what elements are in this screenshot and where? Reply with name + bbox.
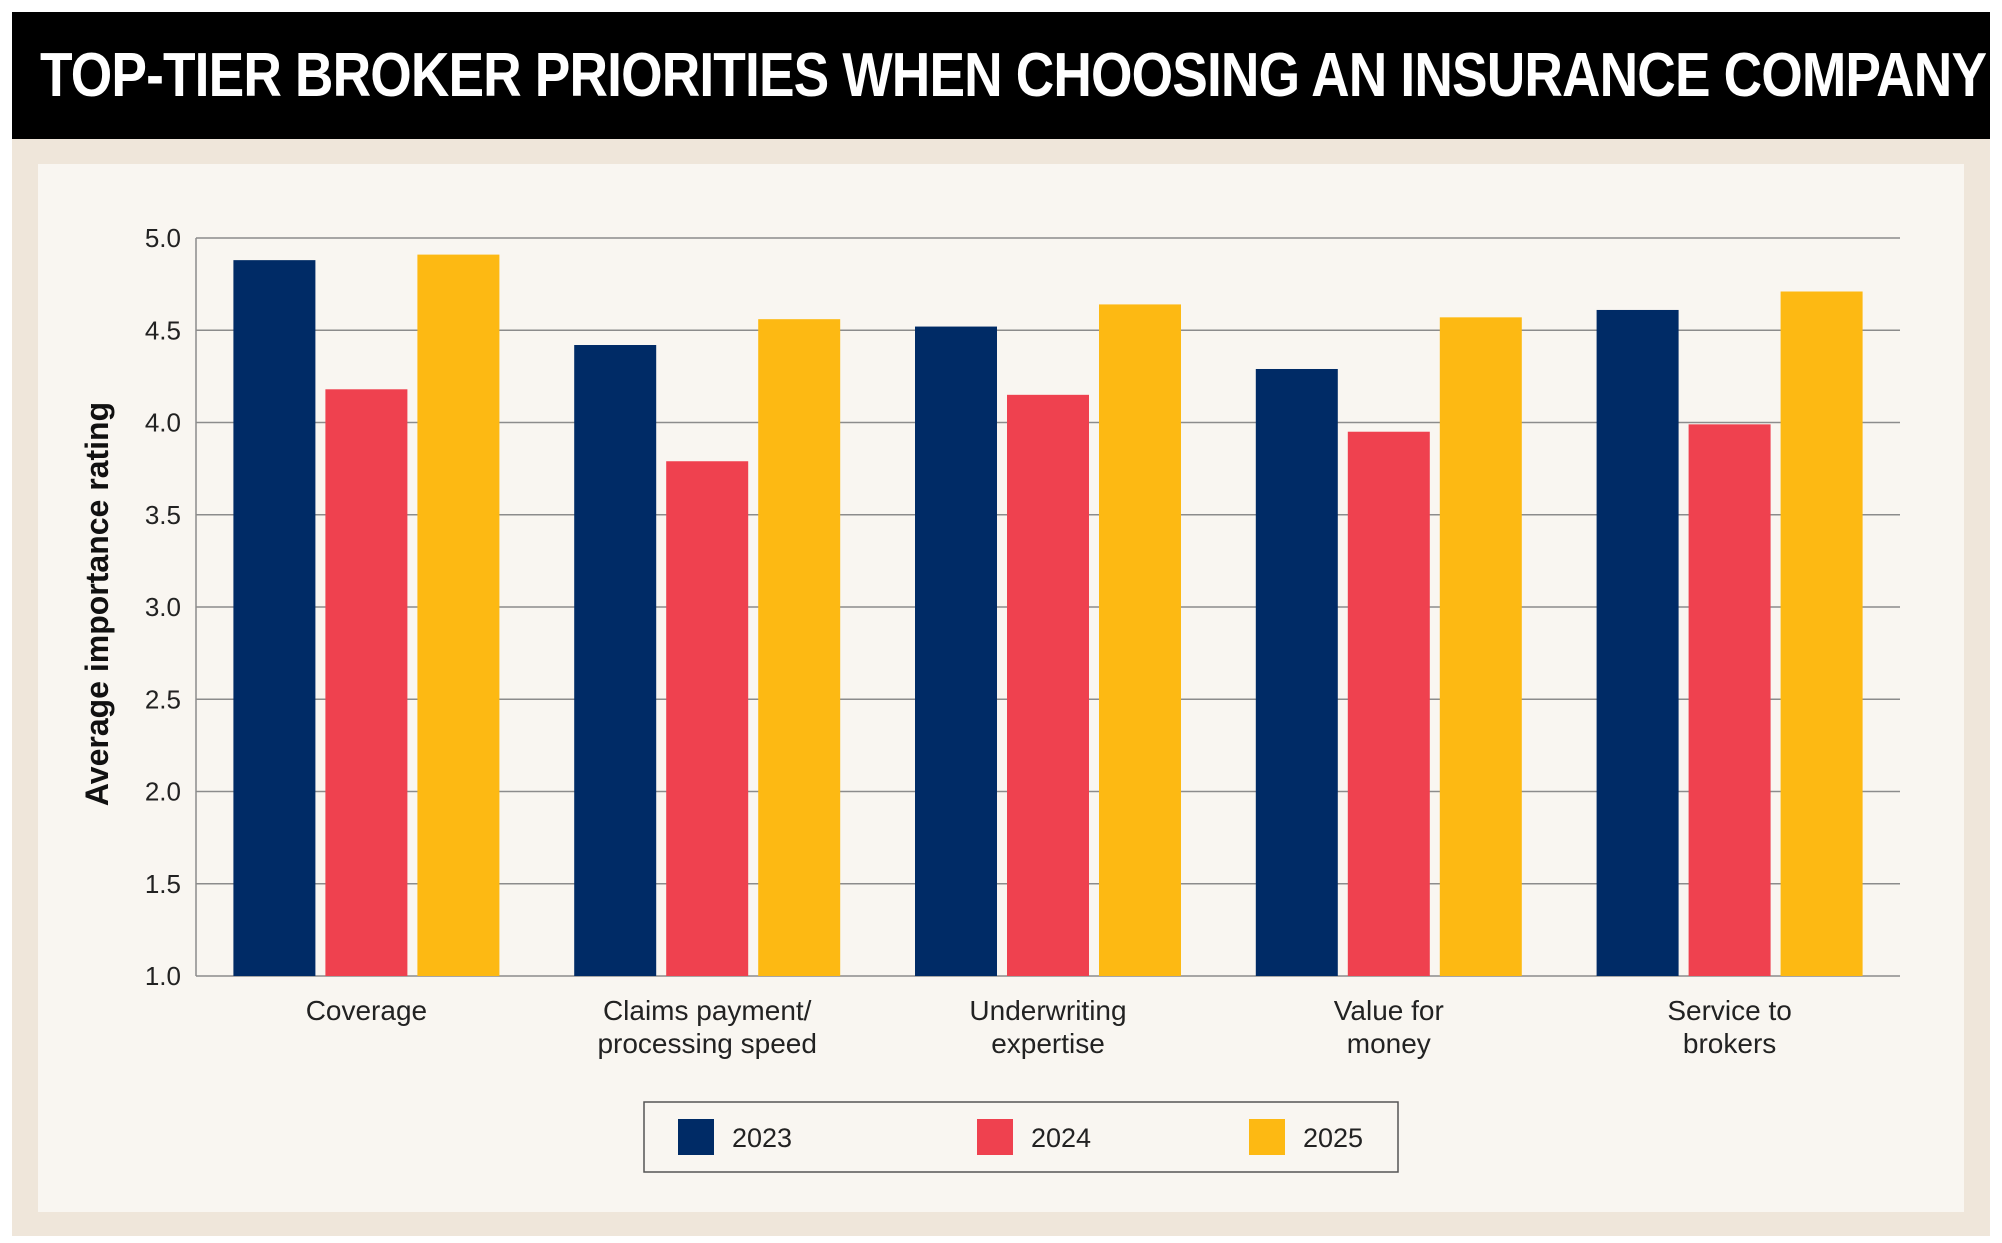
- bar-2025-0: [417, 254, 500, 977]
- y-tick-label: 5.0: [145, 223, 181, 253]
- chart-title: TOP-TIER BROKER PRIORITIES WHEN CHOOSING…: [40, 41, 1987, 110]
- x-category-label: expertise: [991, 1028, 1105, 1059]
- bar-2025-3: [1439, 317, 1522, 976]
- y-axis-title: Average importance rating: [79, 402, 115, 806]
- bar-2023-1: [574, 345, 657, 976]
- bar-2025-4: [1780, 291, 1863, 976]
- y-tick-label: 2.0: [145, 777, 181, 807]
- y-tick-label: 3.0: [145, 592, 181, 622]
- x-category-label: brokers: [1683, 1028, 1776, 1059]
- title-bar: TOP-TIER BROKER PRIORITIES WHEN CHOOSING…: [12, 12, 1990, 139]
- x-category-label: Underwriting: [969, 995, 1126, 1026]
- bar-2023-4: [1596, 309, 1679, 976]
- bar-2023-3: [1255, 368, 1338, 976]
- legend-label-2023: 2023: [732, 1123, 792, 1153]
- x-category-label: money: [1347, 1028, 1431, 1059]
- y-tick-label: 4.0: [145, 408, 181, 438]
- legend-box: [643, 1101, 1399, 1173]
- y-tick-label: 2.5: [145, 684, 181, 714]
- legend-swatch-2023: [678, 1119, 714, 1155]
- bar-2025-1: [758, 319, 841, 976]
- legend-swatch-2025: [1249, 1119, 1285, 1155]
- y-tick-label: 4.5: [145, 315, 181, 345]
- bar-2023-2: [915, 326, 997, 976]
- x-category-label: processing speed: [597, 1028, 816, 1059]
- y-tick-label: 1.5: [145, 869, 181, 899]
- bar-2024-3: [1347, 431, 1430, 977]
- bar-2023-0: [233, 260, 316, 976]
- legend-swatch-2024: [977, 1119, 1013, 1155]
- bar-2024-1: [666, 461, 749, 976]
- x-category-label: Service to: [1667, 995, 1792, 1026]
- y-tick-label: 1.0: [145, 961, 181, 991]
- legend-label-2024: 2024: [1031, 1123, 1091, 1153]
- bar-2024-2: [1007, 394, 1089, 976]
- chart-panel: 1.0 1.5 2.0 2.5 3.0 3.5 4.0 4.5 5.0 Average impor…: [38, 164, 1964, 1212]
- bar-2024-0: [325, 389, 408, 976]
- legend-label-2025: 2025: [1303, 1123, 1363, 1153]
- x-category-label: Claims payment/: [603, 995, 812, 1026]
- x-category-label: Value for: [1334, 995, 1444, 1026]
- bar-chart: 1.0 1.5 2.0 2.5 3.0 3.5 4.0 4.5 5.0 Average impor…: [79, 223, 1900, 1173]
- x-category-label: Coverage: [306, 995, 427, 1026]
- chart-frame: TOP-TIER BROKER PRIORITIES WHEN CHOOSING…: [12, 12, 1990, 1236]
- bar-2024-4: [1688, 424, 1771, 977]
- y-tick-label: 3.5: [145, 500, 181, 530]
- bar-2025-2: [1099, 304, 1181, 976]
